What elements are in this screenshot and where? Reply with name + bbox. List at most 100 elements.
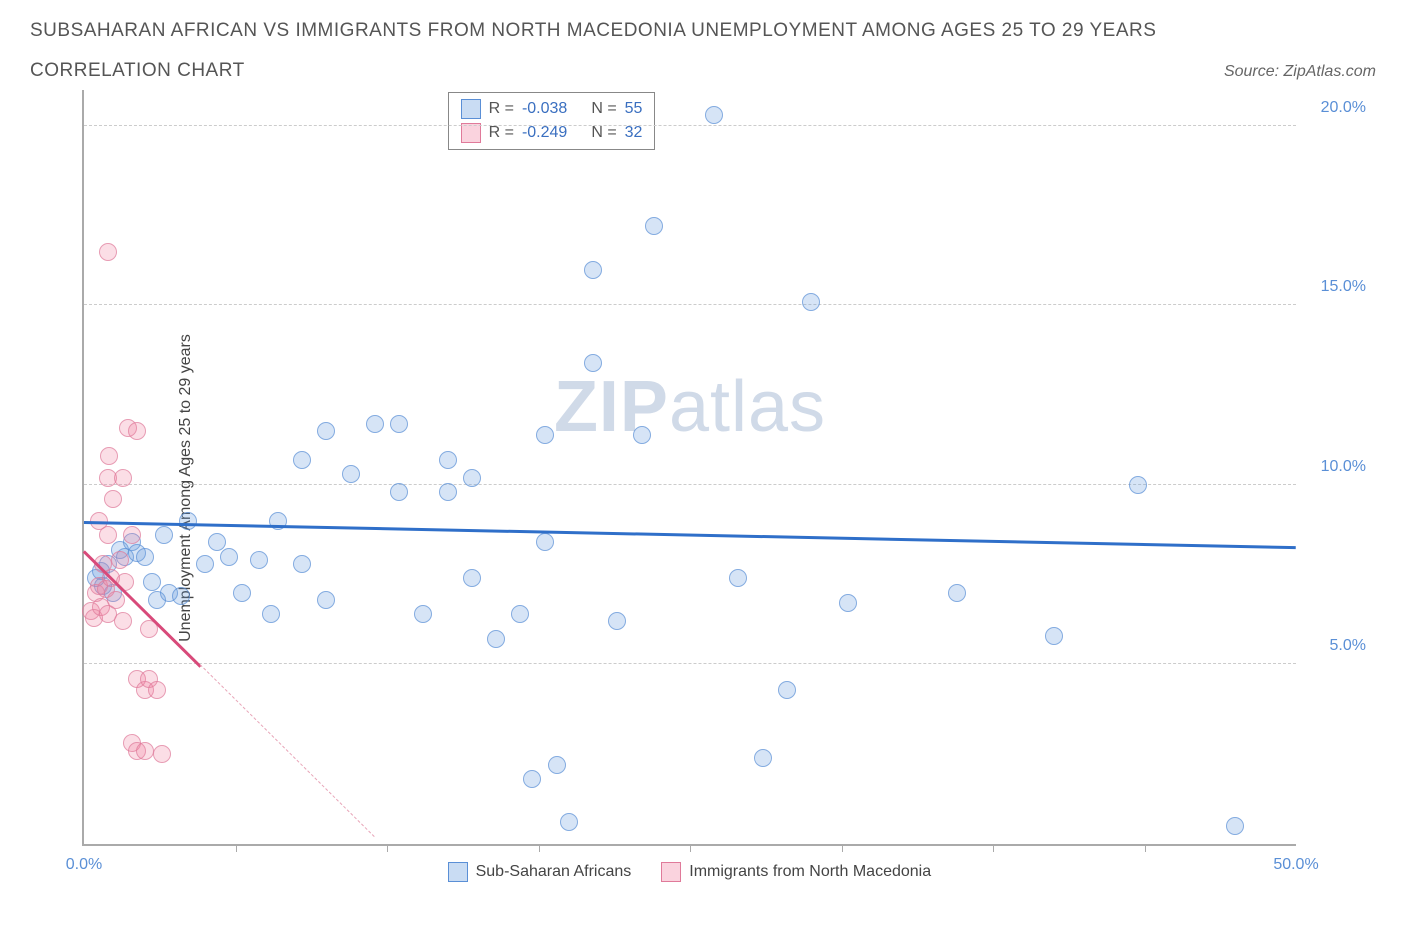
n-value: 55 bbox=[625, 100, 643, 118]
data-point bbox=[608, 612, 626, 630]
grid-line bbox=[84, 304, 1296, 305]
chart-subtitle: CORRELATION CHART bbox=[30, 60, 245, 82]
data-point bbox=[366, 415, 384, 433]
legend-swatch bbox=[448, 862, 468, 882]
data-point bbox=[136, 742, 154, 760]
legend-swatch bbox=[461, 123, 481, 143]
data-point bbox=[153, 745, 171, 763]
data-point bbox=[439, 451, 457, 469]
data-point bbox=[250, 551, 268, 569]
x-tick-label: 0.0% bbox=[66, 856, 102, 874]
data-point bbox=[111, 551, 129, 569]
x-tick bbox=[993, 844, 994, 852]
chart-container: Unemployment Among Ages 25 to 29 years Z… bbox=[30, 88, 1376, 888]
data-point bbox=[802, 293, 820, 311]
grid-line bbox=[84, 484, 1296, 485]
watermark-bold: ZIP bbox=[554, 367, 669, 447]
data-point bbox=[584, 261, 602, 279]
data-point bbox=[136, 548, 154, 566]
legend-swatch bbox=[461, 99, 481, 119]
trend-line bbox=[84, 521, 1296, 549]
data-point bbox=[778, 681, 796, 699]
data-point bbox=[114, 469, 132, 487]
data-point bbox=[487, 630, 505, 648]
data-point bbox=[123, 526, 141, 544]
data-point bbox=[560, 813, 578, 831]
data-point bbox=[523, 770, 541, 788]
data-point bbox=[262, 605, 280, 623]
trend-line-extrapolated bbox=[200, 665, 375, 838]
data-point bbox=[172, 587, 190, 605]
data-point bbox=[754, 749, 772, 767]
watermark-light: atlas bbox=[669, 367, 826, 447]
grid-line bbox=[84, 663, 1296, 664]
r-label: R = bbox=[489, 124, 514, 142]
data-point bbox=[128, 422, 146, 440]
data-point bbox=[99, 243, 117, 261]
grid-line bbox=[84, 125, 1296, 126]
data-point bbox=[729, 569, 747, 587]
x-tick bbox=[842, 844, 843, 852]
source-label: Source: bbox=[1224, 63, 1284, 80]
n-label: N = bbox=[591, 124, 616, 142]
data-point bbox=[107, 591, 125, 609]
data-point bbox=[233, 584, 251, 602]
data-point bbox=[143, 573, 161, 591]
data-point bbox=[179, 512, 197, 530]
data-point bbox=[463, 569, 481, 587]
legend-label: Immigrants from North Macedonia bbox=[689, 863, 931, 881]
x-tick bbox=[387, 844, 388, 852]
data-point bbox=[220, 548, 238, 566]
data-point bbox=[114, 612, 132, 630]
source-attribution: Source: ZipAtlas.com bbox=[1224, 63, 1376, 81]
data-point bbox=[99, 526, 117, 544]
subtitle-row: CORRELATION CHART Source: ZipAtlas.com bbox=[30, 60, 1376, 82]
legend-item: Sub-Saharan Africans bbox=[448, 862, 632, 882]
data-point bbox=[390, 483, 408, 501]
n-label: N = bbox=[591, 100, 616, 118]
y-tick-label: 15.0% bbox=[1306, 278, 1366, 296]
data-point bbox=[645, 217, 663, 235]
data-point bbox=[342, 465, 360, 483]
data-point bbox=[317, 591, 335, 609]
data-point bbox=[536, 533, 554, 551]
data-point bbox=[511, 605, 529, 623]
y-tick-label: 10.0% bbox=[1306, 458, 1366, 476]
data-point bbox=[536, 426, 554, 444]
y-tick-label: 20.0% bbox=[1306, 99, 1366, 117]
data-point bbox=[633, 426, 651, 444]
x-tick bbox=[1145, 844, 1146, 852]
data-point bbox=[414, 605, 432, 623]
data-point bbox=[390, 415, 408, 433]
legend-swatch bbox=[661, 862, 681, 882]
x-tick-label: 50.0% bbox=[1273, 856, 1318, 874]
r-label: R = bbox=[489, 100, 514, 118]
y-tick-label: 5.0% bbox=[1306, 637, 1366, 655]
data-point bbox=[196, 555, 214, 573]
data-point bbox=[839, 594, 857, 612]
chart-title: SUBSAHARAN AFRICAN VS IMMIGRANTS FROM NO… bbox=[30, 20, 1376, 42]
x-tick bbox=[236, 844, 237, 852]
series-legend: Sub-Saharan Africans Immigrants from Nort… bbox=[448, 862, 932, 882]
data-point bbox=[439, 483, 457, 501]
plot-area: ZIPatlas R =-0.038N =55R =-0.249N =32 Su… bbox=[82, 90, 1296, 846]
stats-row: R = -0.038 N = 55 bbox=[461, 97, 643, 121]
data-point bbox=[1045, 627, 1063, 645]
n-value: 32 bbox=[625, 124, 643, 142]
data-point bbox=[100, 447, 118, 465]
data-point bbox=[705, 106, 723, 124]
watermark: ZIPatlas bbox=[554, 366, 826, 448]
correlation-stats-box: R = -0.038 N = 55 R = -0.249 N = 32 bbox=[448, 92, 656, 150]
data-point bbox=[293, 555, 311, 573]
source-name: ZipAtlas.com bbox=[1284, 63, 1376, 80]
data-point bbox=[155, 526, 173, 544]
data-point bbox=[317, 422, 335, 440]
r-value: -0.038 bbox=[522, 100, 567, 118]
data-point bbox=[463, 469, 481, 487]
data-point bbox=[293, 451, 311, 469]
x-tick bbox=[539, 844, 540, 852]
data-point bbox=[1129, 476, 1147, 494]
r-value: -0.249 bbox=[522, 124, 567, 142]
legend-item: Immigrants from North Macedonia bbox=[661, 862, 931, 882]
legend-label: Sub-Saharan Africans bbox=[476, 863, 632, 881]
